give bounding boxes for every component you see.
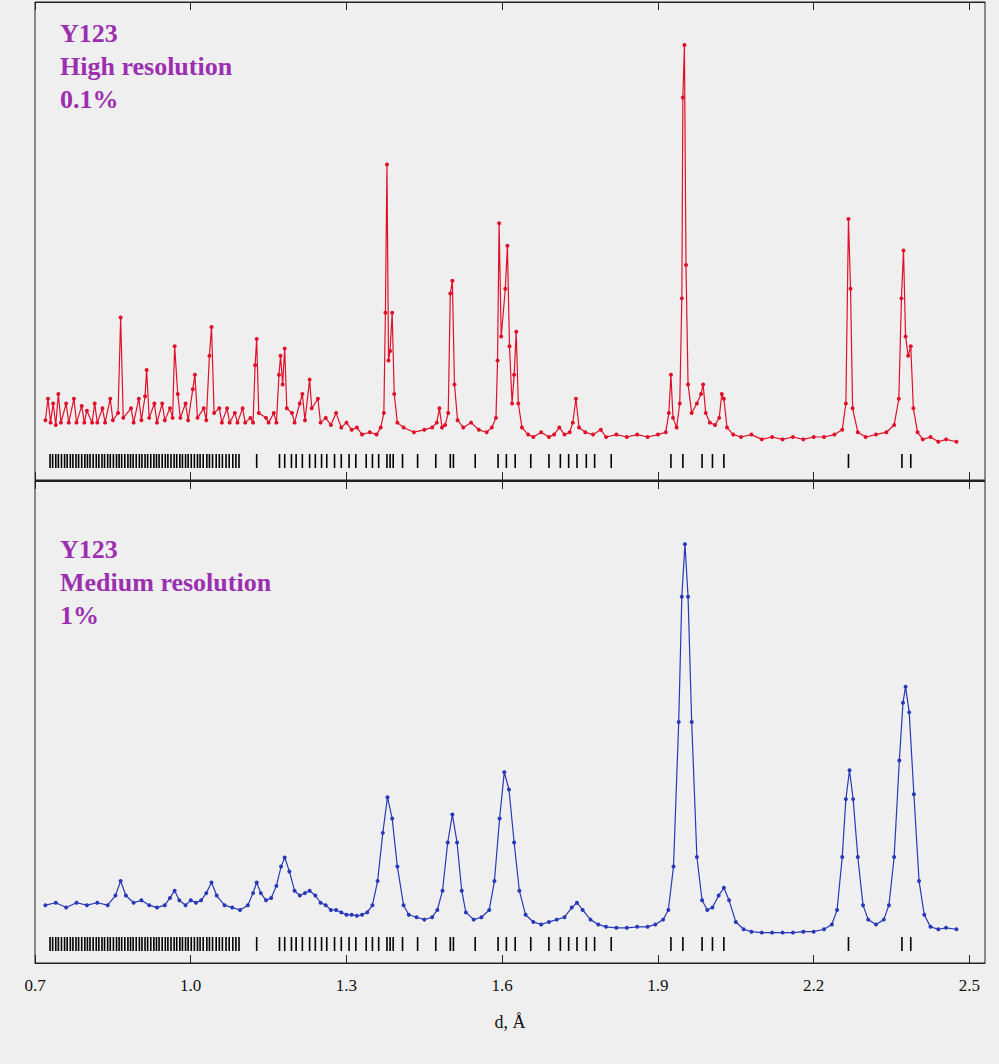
svg-text:d, Å: d, Å — [495, 1012, 526, 1032]
svg-text:Medium resolution: Medium resolution — [60, 568, 272, 597]
svg-text:High resolution: High resolution — [60, 52, 233, 81]
svg-text:2.5: 2.5 — [959, 976, 980, 995]
svg-text:2.2: 2.2 — [803, 976, 824, 995]
svg-text:Y123: Y123 — [60, 19, 118, 48]
svg-text:1.3: 1.3 — [336, 976, 357, 995]
svg-text:1.9: 1.9 — [647, 976, 668, 995]
svg-text:1%: 1% — [60, 601, 99, 630]
svg-text:1.6: 1.6 — [492, 976, 513, 995]
svg-text:1.0: 1.0 — [180, 976, 201, 995]
svg-text:Y123: Y123 — [60, 535, 118, 564]
svg-text:0.1%: 0.1% — [60, 85, 119, 114]
svg-text:0.7: 0.7 — [24, 976, 46, 995]
